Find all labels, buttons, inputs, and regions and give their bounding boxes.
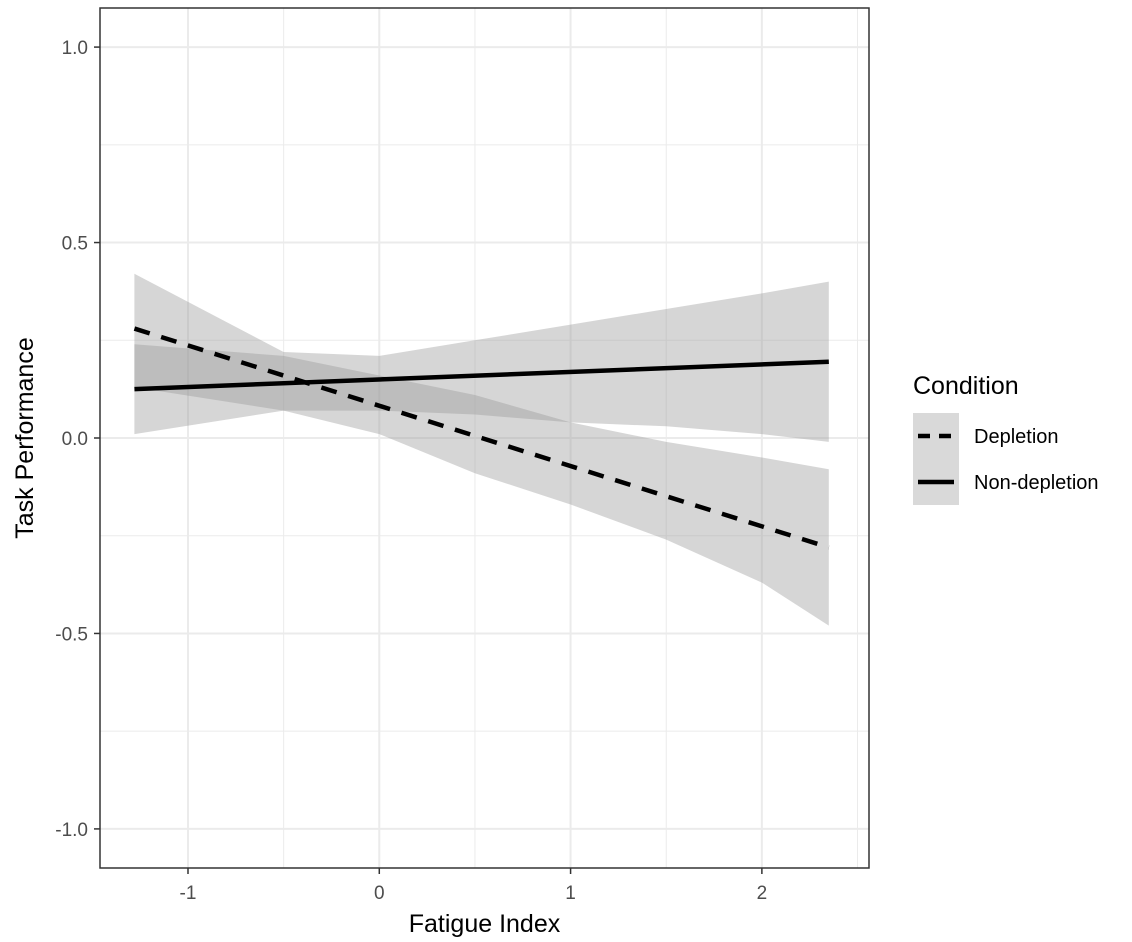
- legend: Condition Depletion Non-depletion: [913, 372, 1099, 505]
- x-tick-label: 0: [374, 883, 385, 904]
- ribbon-depletion: [134, 273, 829, 442]
- y-axis-title: Task Performance: [11, 337, 39, 538]
- y-tick-label: -1.0: [55, 820, 88, 841]
- x-axis-title: Fatigue Index: [409, 910, 561, 938]
- y-tick-label: 0.5: [62, 234, 88, 255]
- legend-label: Non-depletion: [974, 472, 1099, 494]
- x-tick-label: 1: [565, 883, 576, 904]
- y-axis-ticks: -1.0 -0.5 0.0 0.5 1.0: [55, 38, 100, 841]
- legend-title: Condition: [913, 372, 1019, 400]
- x-tick-label: -1: [180, 883, 197, 904]
- line-non-depletion: [134, 359, 829, 392]
- series-lines: [133, 326, 830, 550]
- line-depletion: [133, 326, 830, 550]
- y-tick-label: -0.5: [55, 624, 88, 645]
- legend-label: Depletion: [974, 426, 1059, 448]
- confidence-ribbons: [134, 273, 829, 626]
- y-tick-label: 1.0: [62, 38, 88, 59]
- y-tick-label: 0.0: [62, 429, 88, 450]
- legend-items: Depletion Non-depletion: [913, 413, 1099, 505]
- x-axis-ticks: -1 0 1 2: [180, 868, 768, 904]
- x-tick-label: 2: [757, 883, 768, 904]
- ribbon-non-depletion: [134, 344, 829, 626]
- major-gridlines: [100, 8, 869, 868]
